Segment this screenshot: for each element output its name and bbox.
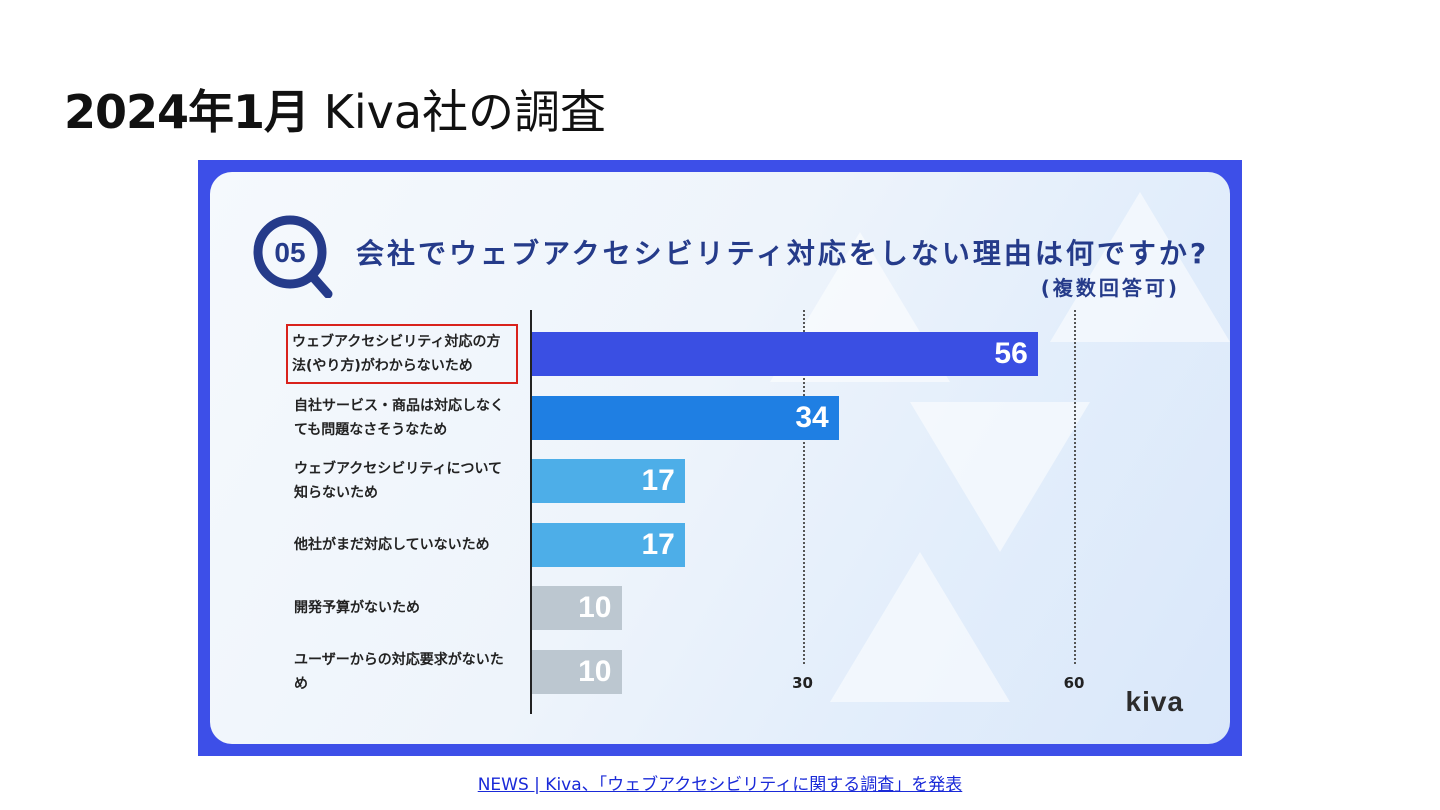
gridline [1074, 310, 1076, 664]
chart-card: 05 会社でウェブアクセシビリティ対応をしない理由は何ですか? (複数回答可) … [210, 172, 1230, 744]
gridline [802, 310, 805, 664]
y-axis-line [530, 310, 532, 714]
chart-frame: 05 会社でウェブアクセシビリティ対応をしない理由は何ですか? (複数回答可) … [198, 160, 1242, 756]
question-number: 05 [274, 237, 305, 268]
category-label: 開発予算がないため [294, 600, 420, 617]
bg-decoration [1050, 192, 1230, 342]
chart-title: 会社でウェブアクセシビリティ対応をしない理由は何ですか? [356, 237, 1210, 270]
bar: 10 [531, 650, 622, 694]
source-link-container: NEWS | Kiva、「ウェブアクセシビリティに関する調査」を発表 [0, 770, 1440, 795]
bar-value-label: 17 [641, 527, 675, 561]
category-label: 他社がまだ対応していないため [294, 536, 490, 553]
bar: 56 [531, 332, 1038, 376]
category-label: ウェブアクセシビリティについて知らないため [294, 461, 503, 502]
bar-value-label: 10 [578, 655, 612, 688]
chart-subtitle: (複数回答可) [1040, 276, 1180, 300]
slide-title-text: Kiva社の調査 [309, 85, 607, 139]
x-tick-label: 60 [1063, 674, 1085, 692]
bar: 10 [531, 586, 622, 631]
slide-title: 2024年1月 Kiva社の調査 [64, 82, 606, 142]
bar: 17 [531, 522, 685, 567]
bg-decoration [830, 552, 1010, 702]
bar: 17 [531, 459, 685, 504]
slide-title-date: 2024年1月 [64, 85, 310, 139]
bar-value-label: 34 [795, 400, 829, 434]
question-magnifier-icon: 05 [253, 215, 333, 298]
bar-value-label: 10 [578, 591, 612, 625]
category-label: ウェブアクセシビリティ対応の方法(やり方)がわからないため [286, 324, 518, 384]
category-label: ユーザーからの対応要求がないため [294, 652, 504, 692]
category-label: 自社サービス・商品は対応しなくても問題なさそうなため [294, 397, 504, 438]
source-link[interactable]: NEWS | Kiva、「ウェブアクセシビリティに関する調査」を発表 [477, 775, 963, 795]
x-tick-label: 30 [792, 674, 813, 692]
bar: 34 [531, 395, 839, 440]
bar-value-label: 56 [994, 337, 1028, 370]
bg-decoration [910, 402, 1090, 552]
kiva-logo: kiva [1125, 686, 1184, 717]
bar-value-label: 17 [641, 464, 675, 498]
